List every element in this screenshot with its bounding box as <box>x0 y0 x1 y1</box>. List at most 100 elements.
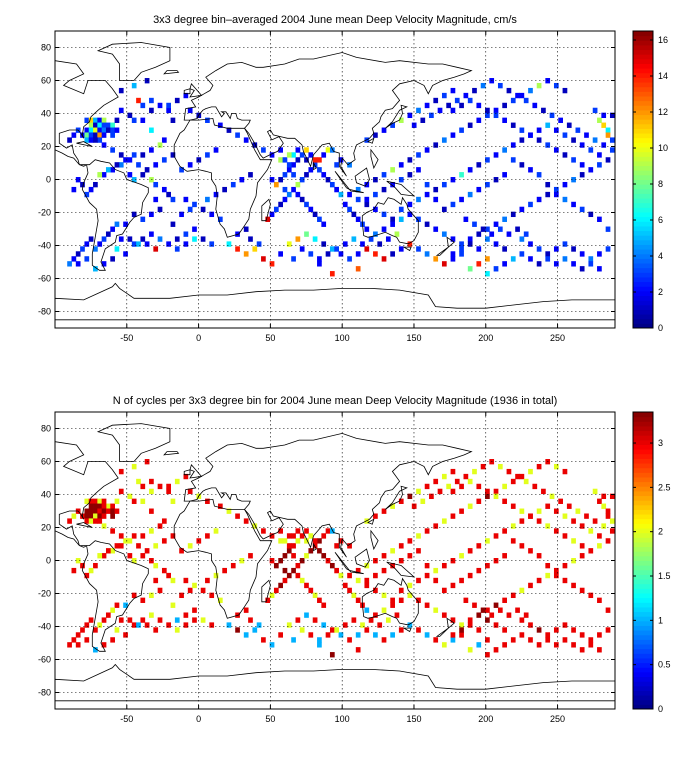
colorbar-tick-label: 6 <box>658 215 663 225</box>
data-cell <box>476 627 482 633</box>
data-cell <box>118 236 124 242</box>
data-cell <box>136 162 141 168</box>
data-cell <box>149 211 154 218</box>
data-cell <box>192 226 197 232</box>
data-cell <box>213 147 219 153</box>
data-cell <box>528 622 533 628</box>
data-cell <box>510 142 516 148</box>
data-cell <box>441 261 447 267</box>
data-cell <box>200 587 206 594</box>
data-cell <box>256 241 262 247</box>
colorbar-segment <box>633 244 653 250</box>
data-cell <box>153 562 159 569</box>
data-cell <box>304 553 309 559</box>
data-cell <box>553 82 559 89</box>
data-cell <box>75 642 81 648</box>
data-cell <box>71 513 77 519</box>
data-cell <box>454 478 460 485</box>
data-cell <box>110 256 115 262</box>
data-cell <box>536 127 542 133</box>
data-cell <box>562 152 568 158</box>
data-cell <box>528 513 533 519</box>
data-cell <box>101 617 107 623</box>
data-cell <box>149 231 154 237</box>
data-cell <box>485 652 490 658</box>
data-cell <box>101 172 107 178</box>
data-cell <box>510 97 516 104</box>
colorbar-segment <box>633 630 653 636</box>
data-cell <box>329 528 335 534</box>
y-tick-label: 20 <box>41 523 51 533</box>
data-cell <box>562 562 568 569</box>
data-cell <box>553 627 559 633</box>
data-cell <box>261 528 266 534</box>
coastline <box>261 579 271 603</box>
data-cell <box>459 251 464 257</box>
colorbar-segment <box>633 249 653 255</box>
data-cell <box>562 533 568 539</box>
data-cell <box>450 468 456 475</box>
data-cell <box>105 231 111 237</box>
colorbar-segment <box>633 490 653 497</box>
data-cell <box>286 548 292 554</box>
data-cell <box>101 553 107 559</box>
data-cell <box>545 256 551 262</box>
data-cell <box>377 622 383 628</box>
data-cell <box>528 201 533 208</box>
data-cell <box>97 518 103 524</box>
data-cell <box>93 503 98 509</box>
data-cell <box>334 246 339 252</box>
data-cell <box>105 503 111 509</box>
data-cell <box>411 503 417 509</box>
data-cell <box>398 543 404 549</box>
data-cell <box>467 241 473 247</box>
data-cell <box>317 216 322 222</box>
data-cell <box>424 572 430 579</box>
data-cell <box>118 152 124 158</box>
data-cell <box>571 582 576 589</box>
data-cell <box>248 553 253 559</box>
data-cell <box>571 627 576 633</box>
data-cell <box>308 152 314 158</box>
data-cell <box>601 142 607 148</box>
data-cell <box>532 483 538 490</box>
data-cell <box>84 637 90 643</box>
data-cell <box>545 637 551 643</box>
coastline <box>348 188 364 194</box>
colorbar-segment <box>633 541 653 548</box>
data-cell <box>308 632 314 638</box>
data-cell <box>562 622 568 628</box>
data-cell <box>528 87 533 94</box>
data-cell <box>467 647 473 653</box>
data-cell <box>110 503 115 509</box>
colorbar-tick-label: 4 <box>658 251 663 261</box>
data-cell <box>110 226 115 232</box>
data-cell <box>278 157 283 163</box>
colorbar-segment <box>633 128 653 134</box>
data-cell <box>493 533 499 539</box>
data-cell <box>101 127 107 133</box>
data-cell <box>545 142 551 148</box>
colorbar-segment <box>633 537 653 543</box>
data-cell <box>97 132 103 138</box>
data-cell <box>459 102 464 109</box>
data-cell <box>88 186 94 193</box>
y-tick-label: 0 <box>46 556 51 566</box>
data-cell <box>459 172 464 178</box>
x-tick-label: 150 <box>406 714 421 724</box>
data-cell <box>101 132 107 138</box>
data-cell <box>450 201 456 208</box>
data-cell <box>205 152 210 158</box>
data-cell <box>450 107 456 114</box>
data-cell <box>571 246 576 252</box>
data-cell <box>355 251 361 257</box>
data-cell <box>424 221 430 227</box>
data-cell <box>192 236 197 242</box>
data-cell <box>609 518 615 524</box>
data-cell <box>140 172 146 178</box>
data-cell <box>347 206 352 213</box>
data-cell <box>463 597 469 603</box>
colorbar-segment <box>633 114 653 120</box>
colorbar-segment <box>633 449 653 455</box>
data-cell <box>571 538 576 544</box>
